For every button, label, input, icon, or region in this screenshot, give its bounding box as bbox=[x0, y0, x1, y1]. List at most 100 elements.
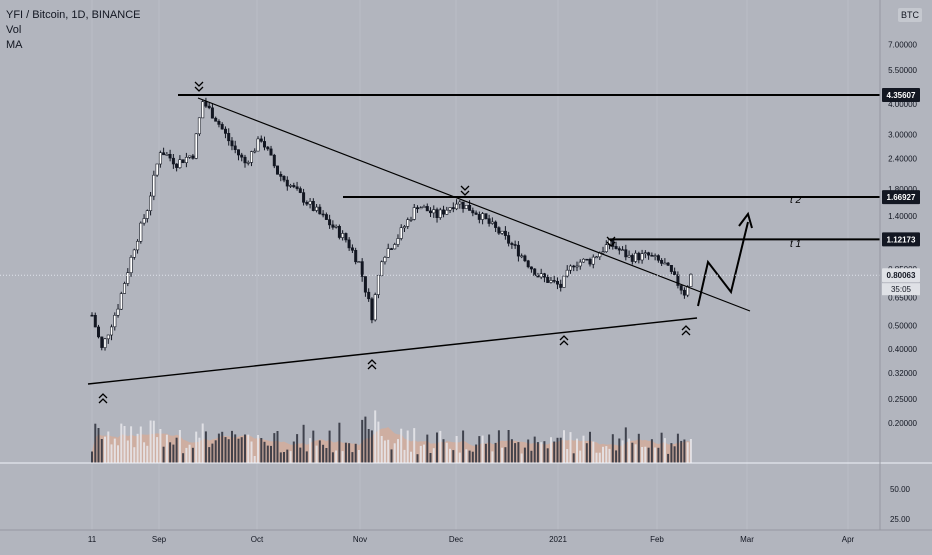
candle-body bbox=[354, 250, 358, 263]
candle-body bbox=[184, 157, 188, 164]
candle-body bbox=[487, 218, 491, 224]
price-marker-box bbox=[882, 88, 920, 102]
volume-bar bbox=[178, 430, 181, 463]
candle-body bbox=[533, 268, 537, 276]
volume-bar bbox=[543, 441, 546, 463]
candle-body bbox=[373, 294, 377, 321]
candle-body bbox=[207, 105, 211, 109]
candle-body bbox=[93, 314, 97, 328]
candle-body bbox=[660, 259, 664, 264]
candle-body bbox=[438, 209, 442, 218]
volume-bar bbox=[501, 447, 504, 463]
candle-body bbox=[494, 221, 498, 228]
volume-bar bbox=[270, 445, 272, 463]
volume-bar bbox=[494, 442, 497, 463]
candle-body bbox=[393, 244, 397, 250]
y-tick-label: 0.20000 bbox=[888, 419, 917, 428]
double-chevron-down-icon bbox=[460, 185, 470, 191]
volume-bar bbox=[413, 428, 416, 463]
volume-bar bbox=[364, 416, 367, 463]
x-tick-label: 11 bbox=[88, 535, 97, 544]
ma-indicator-label[interactable]: MA bbox=[6, 39, 23, 51]
candle-body bbox=[100, 336, 104, 348]
candle-body bbox=[136, 241, 140, 251]
volume-bar bbox=[143, 442, 146, 463]
candle-body bbox=[246, 162, 250, 164]
volume-bar bbox=[631, 442, 634, 463]
candle-body bbox=[555, 280, 559, 285]
price-marker-label: 4.35607 bbox=[887, 91, 916, 100]
vol-indicator-label[interactable]: Vol bbox=[6, 24, 22, 36]
volume-bar bbox=[680, 440, 683, 463]
volume-bar bbox=[514, 443, 517, 463]
candle-body bbox=[152, 174, 156, 197]
symbol-title[interactable]: YFI / Bitcoin, 1D, BINANCE bbox=[6, 9, 141, 21]
candle-body bbox=[458, 201, 462, 205]
volume-bar bbox=[683, 439, 686, 463]
candle-body bbox=[562, 275, 566, 288]
volume-bar bbox=[247, 434, 250, 463]
candle-body bbox=[682, 289, 686, 296]
candle-body bbox=[441, 209, 445, 215]
volume-bar bbox=[172, 444, 175, 463]
volume-bar bbox=[283, 452, 285, 463]
volume-bar bbox=[393, 443, 396, 463]
candle-body bbox=[383, 256, 387, 263]
candle-body bbox=[298, 188, 302, 193]
candle-body bbox=[647, 252, 651, 256]
ascending-trendline bbox=[87, 317, 698, 385]
volume-bar bbox=[605, 446, 608, 463]
volume-bar bbox=[462, 430, 465, 463]
volume-bar bbox=[556, 437, 559, 463]
volume-bar bbox=[569, 432, 572, 463]
volume-bar bbox=[667, 453, 670, 463]
volume-bar bbox=[458, 452, 461, 463]
candle-body bbox=[552, 280, 556, 282]
currency-badge[interactable]: BTC bbox=[898, 8, 922, 22]
candle-body bbox=[204, 101, 208, 107]
volume-bar bbox=[191, 447, 194, 463]
volume-bar bbox=[348, 443, 351, 463]
candle-body bbox=[575, 265, 579, 268]
candle-body bbox=[129, 256, 133, 273]
volume-bar bbox=[312, 430, 315, 463]
volume-bar bbox=[322, 444, 325, 463]
volume-bar bbox=[331, 452, 334, 463]
candle-body bbox=[468, 205, 472, 211]
volume-bar bbox=[592, 441, 595, 463]
candle-body bbox=[650, 255, 654, 257]
volume-bar bbox=[455, 436, 458, 463]
volume-bar bbox=[279, 452, 282, 463]
volume-bar bbox=[231, 430, 233, 463]
candle-body bbox=[357, 261, 361, 263]
candle-body bbox=[461, 201, 465, 209]
volume-bar bbox=[260, 438, 263, 463]
candle-body bbox=[113, 314, 117, 328]
candle-body bbox=[428, 210, 432, 214]
volume-bar bbox=[406, 430, 409, 463]
y-tick-label: 7.00000 bbox=[888, 41, 917, 50]
candle-body bbox=[471, 210, 475, 214]
volume-bar bbox=[117, 445, 119, 463]
candle-body bbox=[334, 226, 338, 228]
candle-body bbox=[341, 233, 345, 238]
y-tick-label: 0.25000 bbox=[888, 395, 917, 404]
candle-body bbox=[380, 261, 384, 276]
volume-bar bbox=[471, 451, 474, 463]
candle-body bbox=[565, 269, 569, 277]
candle-body bbox=[149, 195, 153, 211]
volume-bar bbox=[104, 436, 106, 463]
volume-bar bbox=[429, 453, 432, 463]
volume-bar bbox=[185, 447, 188, 463]
candle-body bbox=[295, 186, 299, 189]
volume-bar bbox=[159, 429, 162, 463]
candle-body bbox=[474, 212, 478, 215]
candle-body bbox=[142, 218, 146, 224]
volume-bar bbox=[110, 444, 113, 463]
candle-body bbox=[507, 235, 511, 244]
volume-bar bbox=[452, 450, 455, 463]
candle-body bbox=[168, 154, 172, 159]
volume-bar bbox=[595, 452, 598, 463]
